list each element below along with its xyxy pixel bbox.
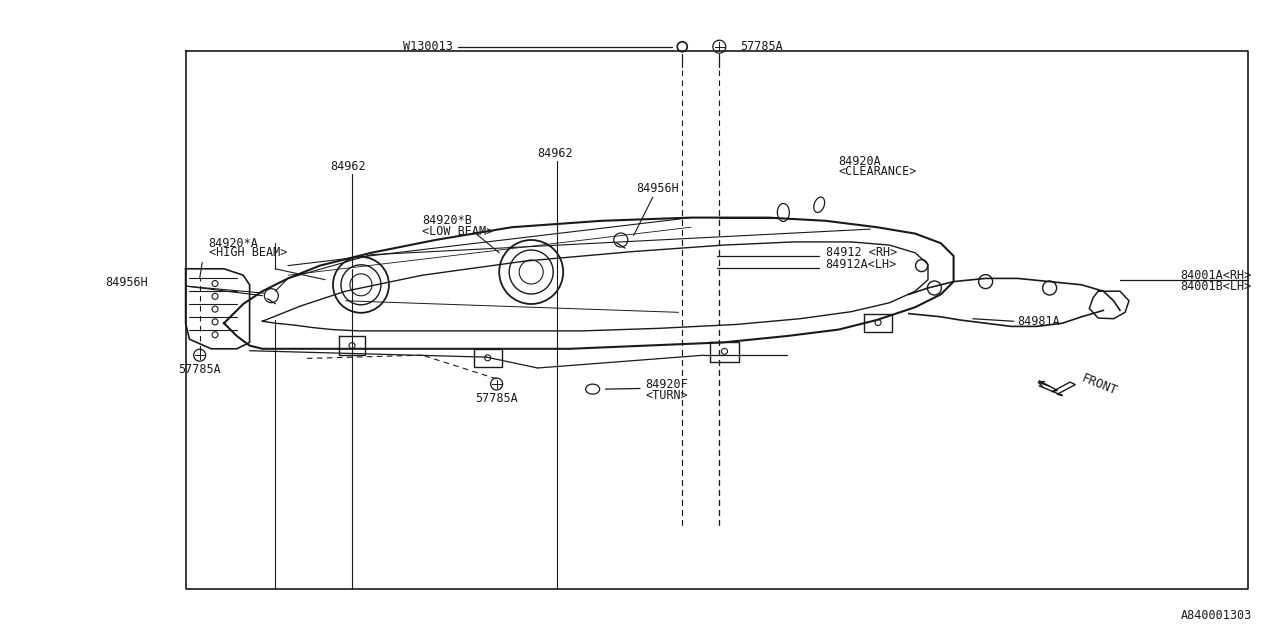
Text: 84956H: 84956H xyxy=(105,276,147,289)
Text: 84981A: 84981A xyxy=(1018,315,1060,328)
Text: A840001303: A840001303 xyxy=(1180,609,1252,622)
Text: 84962: 84962 xyxy=(330,160,366,173)
Text: 57785A: 57785A xyxy=(475,392,518,404)
Text: <TURN>: <TURN> xyxy=(645,389,687,402)
Text: 84962: 84962 xyxy=(538,147,573,160)
Text: 57785A: 57785A xyxy=(740,40,782,53)
Text: <LOW BEAM>: <LOW BEAM> xyxy=(422,225,494,238)
Text: 84920*A: 84920*A xyxy=(209,237,259,250)
Text: <HIGH BEAM>: <HIGH BEAM> xyxy=(209,246,287,259)
Text: 84956H: 84956H xyxy=(636,182,678,195)
Text: 84912 <RH>: 84912 <RH> xyxy=(826,246,897,259)
Text: 84920F: 84920F xyxy=(645,378,687,391)
Text: <CLEARANCE>: <CLEARANCE> xyxy=(838,165,916,178)
Text: 84920A: 84920A xyxy=(838,155,881,168)
Text: 84920*B: 84920*B xyxy=(422,214,472,227)
Text: FRONT: FRONT xyxy=(1079,372,1119,397)
Text: 84001B<LH>: 84001B<LH> xyxy=(1180,280,1252,293)
Text: 57785A: 57785A xyxy=(178,364,221,376)
Text: 84001A<RH>: 84001A<RH> xyxy=(1180,269,1252,282)
Text: 84912A<LH>: 84912A<LH> xyxy=(826,258,897,271)
Text: W130013: W130013 xyxy=(403,40,453,53)
